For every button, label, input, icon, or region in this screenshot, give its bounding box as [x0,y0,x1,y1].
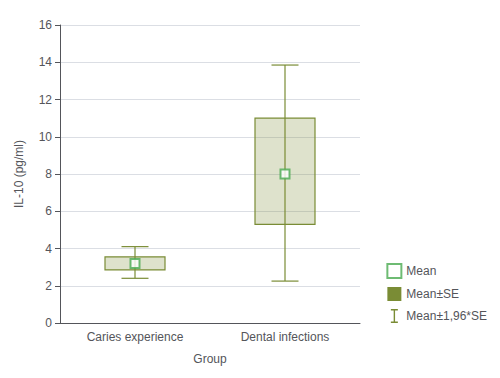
svg-text:8: 8 [45,167,52,181]
svg-text:Caries experience: Caries experience [87,330,184,344]
svg-text:IL-10 (pg/ml): IL-10 (pg/ml) [12,140,26,208]
svg-text:Mean±1,96*SE: Mean±1,96*SE [406,309,487,323]
svg-text:Group: Group [193,352,227,366]
svg-text:10: 10 [39,130,53,144]
svg-text:0: 0 [45,316,52,330]
svg-text:12: 12 [39,93,53,107]
svg-text:2: 2 [45,279,52,293]
svg-text:16: 16 [39,18,53,32]
svg-text:Mean±SE: Mean±SE [406,287,459,301]
svg-text:Mean: Mean [406,264,436,278]
svg-text:Dental infections: Dental infections [241,330,330,344]
svg-text:14: 14 [39,55,53,69]
svg-text:4: 4 [45,242,52,256]
svg-text:6: 6 [45,204,52,218]
